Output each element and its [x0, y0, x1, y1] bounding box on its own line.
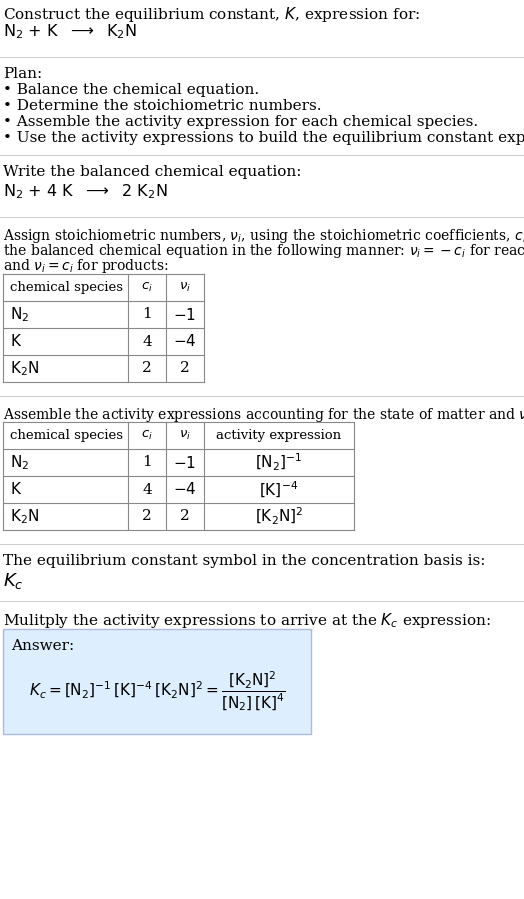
Text: chemical species: chemical species [10, 429, 123, 442]
Text: $c_i$: $c_i$ [141, 281, 153, 294]
Text: Plan:: Plan: [3, 67, 42, 81]
Text: $K_c$: $K_c$ [3, 571, 24, 591]
Text: $\nu_i$: $\nu_i$ [179, 429, 191, 442]
Text: $\mathrm{N_2}$ $+$ 4 K  $\longrightarrow$  2 $\mathrm{K_2N}$: $\mathrm{N_2}$ $+$ 4 K $\longrightarrow$… [3, 182, 168, 200]
Text: • Assemble the activity expression for each chemical species.: • Assemble the activity expression for e… [3, 115, 478, 129]
Text: Assemble the activity expressions accounting for the state of matter and $\nu_i$: Assemble the activity expressions accoun… [3, 406, 524, 424]
Text: $[\mathrm{K}]^{-4}$: $[\mathrm{K}]^{-4}$ [259, 479, 299, 500]
Text: 4: 4 [142, 483, 152, 496]
Text: $-4$: $-4$ [173, 334, 197, 350]
Text: • Determine the stoichiometric numbers.: • Determine the stoichiometric numbers. [3, 99, 322, 113]
Text: 1: 1 [142, 456, 152, 469]
Text: 2: 2 [180, 510, 190, 523]
Text: $\mathrm{K_2N}$: $\mathrm{K_2N}$ [10, 507, 39, 526]
Text: $\mathrm{K}$: $\mathrm{K}$ [10, 482, 22, 497]
Text: chemical species: chemical species [10, 281, 123, 294]
Text: the balanced chemical equation in the following manner: $\nu_i = -c_i$ for react: the balanced chemical equation in the fo… [3, 242, 524, 260]
Text: 2: 2 [142, 510, 152, 523]
Text: The equilibrium constant symbol in the concentration basis is:: The equilibrium constant symbol in the c… [3, 554, 486, 568]
FancyBboxPatch shape [3, 629, 311, 734]
Text: $-1$: $-1$ [173, 455, 196, 470]
Text: $\mathrm{N_2}$: $\mathrm{N_2}$ [10, 453, 29, 472]
Text: $[\mathrm{N_2}]^{-1}$: $[\mathrm{N_2}]^{-1}$ [255, 452, 303, 473]
Text: Write the balanced chemical equation:: Write the balanced chemical equation: [3, 165, 301, 179]
Text: 2: 2 [142, 361, 152, 376]
Text: and $\nu_i = c_i$ for products:: and $\nu_i = c_i$ for products: [3, 257, 168, 275]
Text: 1: 1 [142, 307, 152, 322]
Text: $[\mathrm{K_2N}]^{2}$: $[\mathrm{K_2N}]^{2}$ [255, 506, 303, 527]
Text: $\mathrm{N_2}$: $\mathrm{N_2}$ [10, 305, 29, 324]
Text: $-4$: $-4$ [173, 482, 197, 497]
Text: • Use the activity expressions to build the equilibrium constant expression.: • Use the activity expressions to build … [3, 131, 524, 145]
Text: $\mathrm{K}$: $\mathrm{K}$ [10, 334, 22, 350]
Text: 2: 2 [180, 361, 190, 376]
Text: $\nu_i$: $\nu_i$ [179, 281, 191, 294]
Text: Mulitply the activity expressions to arrive at the $K_c$ expression:: Mulitply the activity expressions to arr… [3, 611, 491, 630]
Text: $K_c = [\mathrm{N_2}]^{-1}\,[\mathrm{K}]^{-4}\,[\mathrm{K_2N}]^{2} = \dfrac{[\ma: $K_c = [\mathrm{N_2}]^{-1}\,[\mathrm{K}]… [29, 669, 285, 713]
Text: $-1$: $-1$ [173, 307, 196, 323]
Text: $\mathrm{K_2N}$: $\mathrm{K_2N}$ [10, 359, 39, 378]
Text: Construct the equilibrium constant, $K$, expression for:: Construct the equilibrium constant, $K$,… [3, 5, 420, 24]
Text: 4: 4 [142, 334, 152, 349]
Text: Assign stoichiometric numbers, $\nu_i$, using the stoichiometric coefficients, $: Assign stoichiometric numbers, $\nu_i$, … [3, 227, 524, 245]
Text: Answer:: Answer: [11, 639, 74, 653]
Text: • Balance the chemical equation.: • Balance the chemical equation. [3, 83, 259, 97]
Text: $c_i$: $c_i$ [141, 429, 153, 442]
Text: activity expression: activity expression [216, 429, 342, 442]
Text: $\mathrm{N_2}$ $+$ K  $\longrightarrow$  $\mathrm{K_2N}$: $\mathrm{N_2}$ $+$ K $\longrightarrow$ $… [3, 22, 137, 40]
